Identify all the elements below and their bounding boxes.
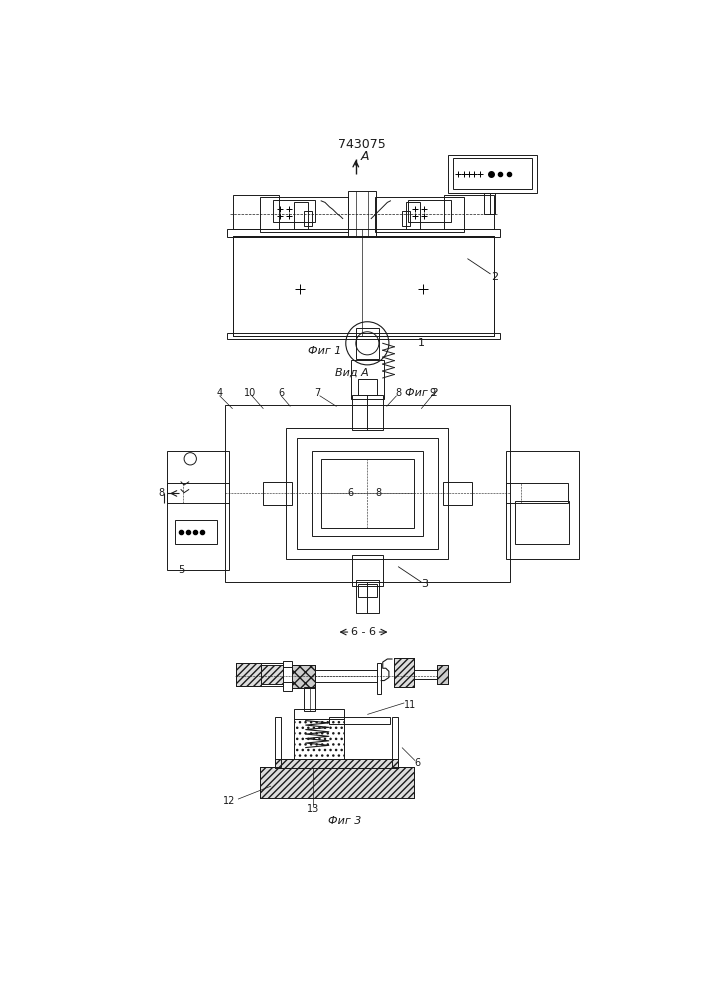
Bar bbox=[348, 191, 376, 237]
Bar bbox=[259, 197, 348, 232]
Bar bbox=[261, 665, 283, 684]
Bar bbox=[515, 501, 569, 544]
Bar bbox=[452, 158, 532, 189]
Bar bbox=[304, 687, 315, 711]
Text: A: A bbox=[361, 150, 369, 163]
Bar bbox=[294, 719, 344, 763]
Bar bbox=[358, 379, 377, 395]
Bar bbox=[312, 451, 423, 536]
Bar bbox=[351, 360, 383, 399]
Bar bbox=[175, 520, 217, 544]
Text: Фиг 2: Фиг 2 bbox=[404, 388, 438, 398]
Bar bbox=[392, 717, 398, 767]
Bar bbox=[395, 658, 414, 687]
Bar bbox=[294, 202, 308, 229]
Bar bbox=[286, 428, 448, 559]
Bar bbox=[262, 482, 292, 505]
Bar bbox=[167, 451, 229, 570]
Text: 6 - 6: 6 - 6 bbox=[351, 627, 376, 637]
Bar bbox=[414, 670, 437, 679]
Text: Фиг 3: Фиг 3 bbox=[327, 816, 361, 826]
Bar bbox=[292, 665, 315, 688]
Text: 5: 5 bbox=[178, 565, 184, 575]
Text: 4: 4 bbox=[216, 388, 223, 398]
Bar bbox=[444, 195, 494, 229]
Text: Фиг 1: Фиг 1 bbox=[308, 346, 341, 356]
Bar bbox=[296, 438, 438, 549]
Text: 10: 10 bbox=[244, 388, 257, 398]
Bar bbox=[352, 395, 382, 430]
Text: 6: 6 bbox=[278, 388, 284, 398]
Bar bbox=[408, 200, 450, 222]
Text: 6: 6 bbox=[347, 488, 354, 498]
Bar bbox=[283, 667, 292, 682]
Bar bbox=[225, 405, 510, 582]
Text: Вид A: Вид A bbox=[335, 368, 369, 378]
Bar bbox=[233, 195, 279, 229]
Bar bbox=[167, 483, 229, 503]
Bar bbox=[329, 717, 390, 724]
Bar bbox=[227, 333, 500, 339]
Text: 12: 12 bbox=[223, 796, 235, 806]
Bar bbox=[358, 584, 377, 597]
Text: 11: 11 bbox=[404, 700, 416, 710]
Bar bbox=[259, 767, 414, 798]
Bar bbox=[283, 661, 292, 691]
Text: 1: 1 bbox=[418, 338, 425, 348]
Bar bbox=[402, 211, 409, 226]
Bar bbox=[275, 717, 281, 767]
Bar bbox=[292, 665, 315, 688]
Bar bbox=[406, 202, 420, 229]
Bar bbox=[294, 709, 344, 721]
Bar bbox=[375, 197, 464, 232]
Bar bbox=[273, 200, 315, 222]
Text: 8: 8 bbox=[395, 388, 401, 398]
Text: 8: 8 bbox=[375, 488, 381, 498]
Bar bbox=[448, 155, 537, 193]
Bar bbox=[356, 580, 379, 613]
Bar bbox=[437, 665, 448, 684]
Text: 3: 3 bbox=[421, 579, 428, 589]
Bar bbox=[233, 235, 494, 336]
Text: 743075: 743075 bbox=[338, 138, 386, 151]
Bar bbox=[395, 658, 414, 687]
Bar bbox=[294, 719, 344, 763]
Bar bbox=[443, 482, 472, 505]
Bar bbox=[356, 328, 379, 359]
Bar bbox=[304, 211, 312, 226]
Bar bbox=[377, 663, 381, 694]
Bar bbox=[259, 767, 414, 798]
Bar bbox=[275, 759, 398, 768]
Bar bbox=[484, 193, 495, 214]
Text: 8: 8 bbox=[158, 488, 164, 498]
Text: 13: 13 bbox=[308, 804, 320, 814]
Bar bbox=[227, 229, 500, 237]
Bar bbox=[321, 459, 414, 528]
Bar bbox=[437, 665, 448, 684]
Bar bbox=[236, 663, 283, 686]
Bar bbox=[506, 451, 579, 559]
Bar bbox=[352, 555, 382, 586]
Text: 9: 9 bbox=[429, 388, 435, 398]
Text: 2: 2 bbox=[491, 272, 498, 282]
Bar bbox=[315, 670, 377, 682]
Text: 7: 7 bbox=[314, 388, 320, 398]
Bar bbox=[233, 235, 494, 336]
Bar bbox=[275, 759, 398, 768]
Bar bbox=[236, 663, 261, 686]
Bar bbox=[506, 483, 568, 503]
Text: 6: 6 bbox=[414, 758, 421, 768]
